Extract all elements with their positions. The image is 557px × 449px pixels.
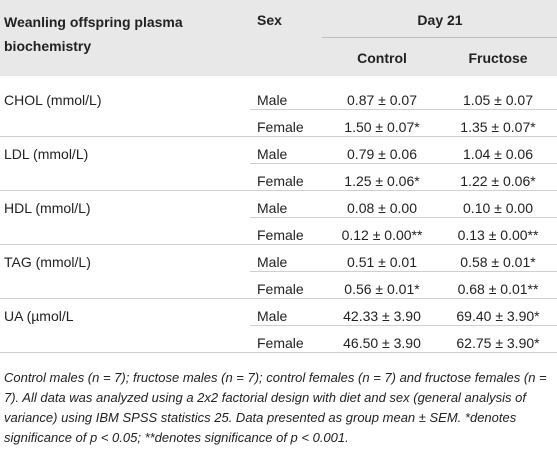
row-rule xyxy=(250,163,557,164)
header-group: Day 21 xyxy=(417,12,463,28)
fructose-cell: 1.35 ± 0.07* xyxy=(460,119,536,135)
control-cell: 0.79 ± 0.06 xyxy=(347,146,417,162)
fructose-cell: 0.68 ± 0.01** xyxy=(457,281,539,297)
row-label: TAG (mmol/L) xyxy=(4,254,91,270)
fructose-cell: 62.75 ± 3.90* xyxy=(456,335,540,351)
footnote: Control males (n = 7); fructose males (n… xyxy=(4,370,547,445)
header-variable: Weanling offspring plasma biochemistry xyxy=(4,14,183,54)
fructose-cell: 1.04 ± 0.06 xyxy=(463,146,533,162)
control-cell: 0.12 ± 0.00** xyxy=(341,227,423,243)
sex-cell: Male xyxy=(257,200,288,216)
control-cell: 0.51 ± 0.01 xyxy=(347,254,417,270)
control-cell: 1.50 ± 0.07* xyxy=(344,119,420,135)
control-cell: 42.33 ± 3.90 xyxy=(343,308,421,324)
fructose-cell: 0.13 ± 0.00** xyxy=(457,227,539,243)
row-label: HDL (mmol/L) xyxy=(4,200,91,216)
sex-cell: Male xyxy=(257,146,288,162)
group-rule xyxy=(0,136,557,137)
fructose-cell: 0.10 ± 0.00 xyxy=(463,200,533,216)
header-control: Control xyxy=(357,50,407,66)
sex-cell: Female xyxy=(257,335,304,351)
row-rule xyxy=(250,325,557,326)
header-band xyxy=(0,0,557,76)
row-rule xyxy=(250,217,557,218)
header-fructose: Fructose xyxy=(468,50,528,66)
fructose-cell: 69.40 ± 3.90* xyxy=(456,308,540,324)
sex-cell: Male xyxy=(257,308,288,324)
sex-cell: Male xyxy=(257,92,288,108)
sex-cell: Female xyxy=(257,119,304,135)
fructose-cell: 1.05 ± 0.07 xyxy=(463,92,533,108)
sex-cell: Female xyxy=(257,281,304,297)
row-rule xyxy=(250,109,557,110)
group-rule xyxy=(0,244,557,245)
sex-cell: Female xyxy=(257,227,304,243)
control-cell: 0.87 ± 0.07 xyxy=(347,92,417,108)
control-cell: 46.50 ± 3.90 xyxy=(343,335,421,351)
control-cell: 0.56 ± 0.01* xyxy=(344,281,420,297)
fructose-cell: 0.58 ± 0.01* xyxy=(460,254,536,270)
row-label: CHOL (mmol/L) xyxy=(4,92,102,108)
sex-cell: Male xyxy=(257,254,288,270)
row-rule xyxy=(250,271,557,272)
control-cell: 0.08 ± 0.00 xyxy=(347,200,417,216)
header-sex: Sex xyxy=(257,12,282,28)
group-rule xyxy=(0,352,557,353)
row-label: UA (µmol/L xyxy=(4,308,74,324)
fructose-cell: 1.22 ± 0.06* xyxy=(460,173,536,189)
row-label: LDL (mmol/L) xyxy=(4,146,89,162)
group-rule xyxy=(322,37,557,38)
sex-cell: Female xyxy=(257,173,304,189)
group-rule xyxy=(0,190,557,191)
control-cell: 1.25 ± 0.06* xyxy=(344,173,420,189)
group-rule xyxy=(0,298,557,299)
